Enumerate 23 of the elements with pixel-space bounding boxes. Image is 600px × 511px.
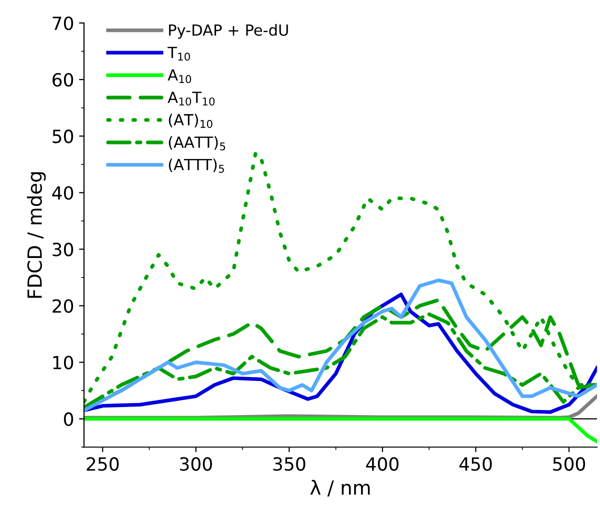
legend-label: (ATTT)$_{5}$ bbox=[168, 158, 224, 173]
x-tick-label: 450 bbox=[459, 457, 492, 471]
y-tick-label: 10 bbox=[53, 356, 74, 370]
x-axis-title: λ / nm bbox=[310, 480, 370, 496]
legend-label: (AATT)$_{5}$ bbox=[168, 136, 226, 150]
y-tick-label: 0 bbox=[64, 412, 74, 426]
y-axis-title: FDCD / mdeg bbox=[26, 172, 46, 298]
legend-label: Py-DAP + Pe-dU bbox=[169, 24, 288, 39]
y-tick-label: 40 bbox=[52, 186, 74, 200]
x-tick-label: 500 bbox=[553, 457, 586, 471]
x-tick-label: 300 bbox=[180, 457, 212, 471]
y-tick-label: 20 bbox=[52, 299, 74, 313]
legend-label: A$_{10}$ bbox=[168, 69, 192, 84]
legend-label: T$_{10}$ bbox=[168, 46, 190, 61]
legend-label: (AT)$_{10}$ bbox=[168, 114, 212, 128]
x-tick-label: 250 bbox=[86, 457, 119, 471]
x-tick-label: 350 bbox=[273, 457, 306, 471]
legend-label: A$_{10}$T$_{10}$ bbox=[168, 92, 215, 106]
y-tick-label: 70 bbox=[52, 16, 74, 30]
y-tick-label: 30 bbox=[52, 242, 74, 256]
x-tick-label: 400 bbox=[366, 457, 399, 471]
y-tick-label: 60 bbox=[52, 73, 74, 87]
y-tick-label: 50 bbox=[52, 130, 74, 144]
